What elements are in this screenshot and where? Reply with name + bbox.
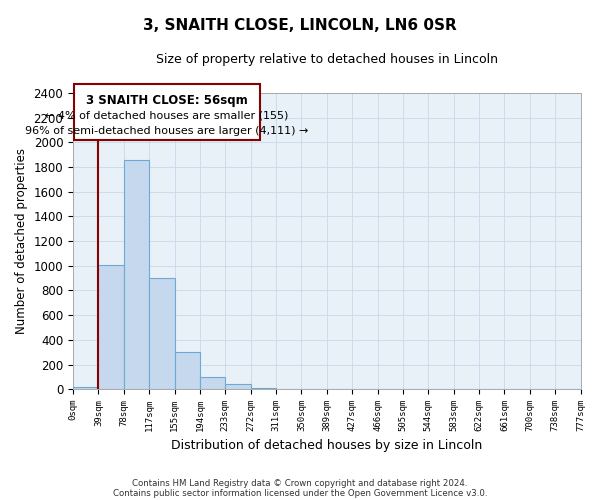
X-axis label: Distribution of detached houses by size in Lincoln: Distribution of detached houses by size … [171, 440, 482, 452]
Text: Contains public sector information licensed under the Open Government Licence v3: Contains public sector information licen… [113, 488, 487, 498]
Text: ← 4% of detached houses are smaller (155): ← 4% of detached houses are smaller (155… [45, 111, 289, 121]
Text: Contains HM Land Registry data © Crown copyright and database right 2024.: Contains HM Land Registry data © Crown c… [132, 478, 468, 488]
Bar [98, 264, 124, 389]
Title: Size of property relative to detached houses in Lincoln: Size of property relative to detached ho… [156, 52, 498, 66]
Bar [225, 384, 251, 389]
Bar [175, 352, 200, 389]
Bar [149, 278, 175, 389]
Y-axis label: Number of detached properties: Number of detached properties [15, 148, 28, 334]
FancyBboxPatch shape [74, 84, 260, 140]
Text: 3 SNAITH CLOSE: 56sqm: 3 SNAITH CLOSE: 56sqm [86, 94, 248, 107]
Bar [200, 377, 225, 389]
Bar [73, 386, 98, 389]
Bar [124, 160, 149, 389]
Bar [251, 388, 276, 389]
Text: 96% of semi-detached houses are larger (4,111) →: 96% of semi-detached houses are larger (… [25, 126, 308, 136]
Text: 3, SNAITH CLOSE, LINCOLN, LN6 0SR: 3, SNAITH CLOSE, LINCOLN, LN6 0SR [143, 18, 457, 32]
